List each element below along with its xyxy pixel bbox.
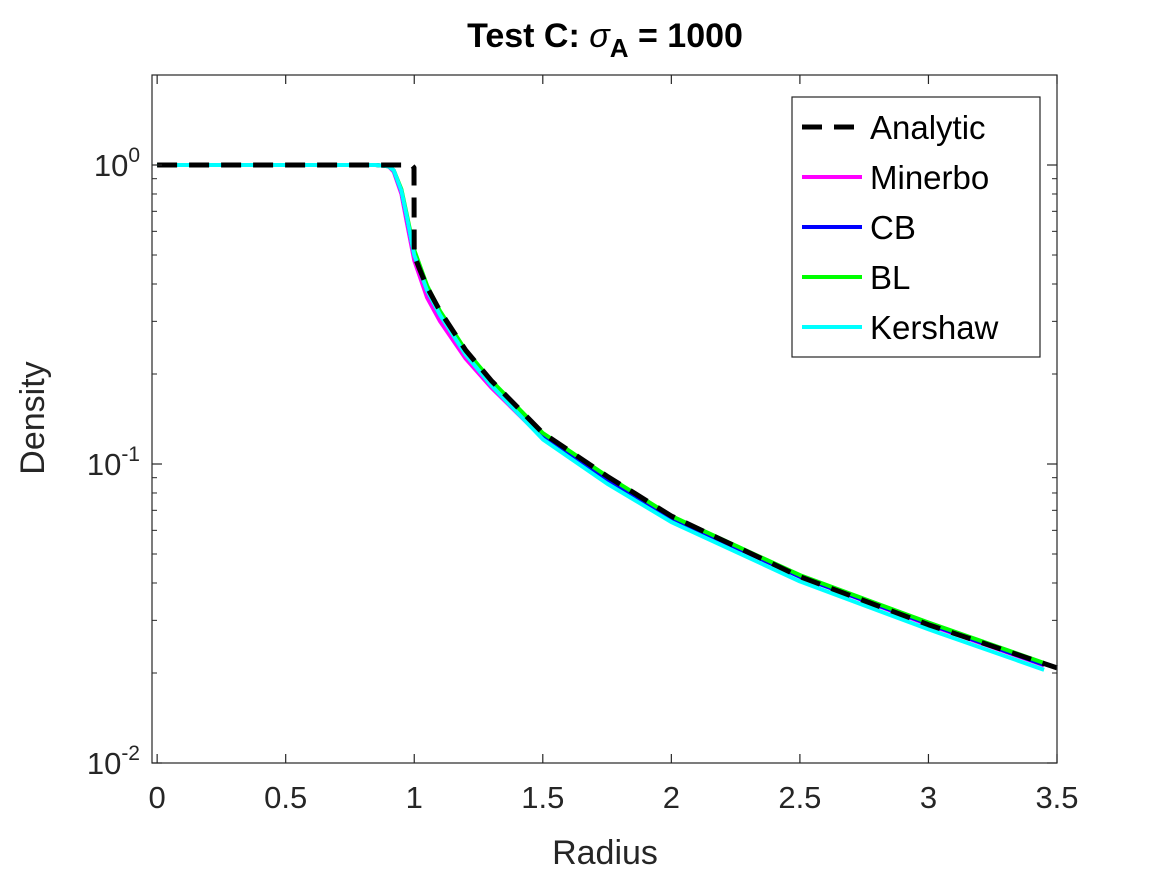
x-tick-label: 2 [663, 780, 680, 815]
series-line-analytic [157, 162, 1058, 671]
axes-frame [151, 74, 1058, 764]
legend-label-minerbo: Minerbo [870, 159, 989, 196]
y-tick-label: 10-2 [87, 742, 140, 781]
x-tick-label: 1.5 [521, 780, 564, 815]
x-tick-label: 3.5 [1035, 780, 1078, 815]
y-axis-label: Density [14, 361, 52, 474]
chart-title: Test C: σA = 1000 [467, 17, 743, 63]
x-tick-label: 1 [406, 780, 423, 815]
x-axis-label: Radius [552, 834, 658, 872]
x-tick-label: 2.5 [778, 780, 821, 815]
legend-label-analytic: Analytic [870, 109, 986, 146]
y-tick-label: 10-1 [87, 443, 140, 482]
series-layer [157, 162, 1058, 672]
legend: Analytic Minerbo CB BL Kershaw [791, 96, 1041, 358]
legend-label-cb: CB [870, 209, 916, 246]
y-tick-label: 100 [94, 144, 140, 183]
legend-label-bl: BL [870, 259, 910, 296]
x-tick-label: 0 [149, 780, 166, 815]
legend-label-kershaw: Kershaw [870, 309, 999, 346]
x-tick-label: 0.5 [264, 780, 307, 815]
tick-layer: 0 0.5 1 1.5 2 2.5 3 3.5 10-2 10-1 100 [87, 74, 1079, 815]
x-tick-label: 3 [920, 780, 937, 815]
